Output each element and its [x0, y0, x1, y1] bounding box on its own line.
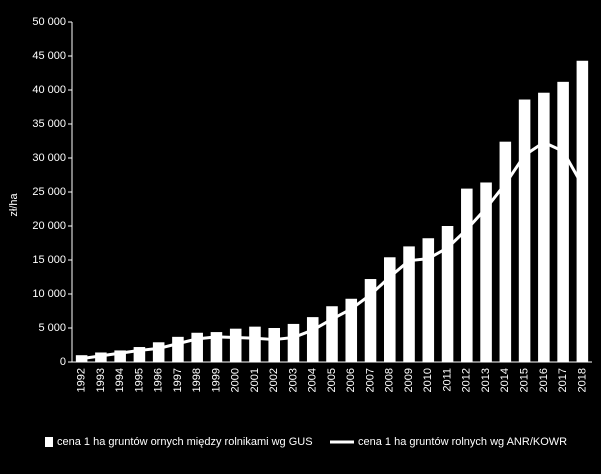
x-tick-label: 1997: [172, 368, 184, 392]
bar: [306, 317, 319, 362]
x-tick-label: 2008: [384, 368, 396, 392]
y-tick-label: 25 000: [32, 186, 66, 198]
bar: [210, 332, 223, 362]
x-tick-label: 1993: [95, 368, 107, 392]
bar: [384, 257, 396, 362]
bar: [229, 328, 242, 362]
bar: [422, 238, 435, 362]
bar: [364, 279, 377, 362]
x-tick-label: 2005: [326, 368, 338, 392]
x-tick-label: 1995: [133, 368, 145, 392]
x-tick-label: 2002: [268, 368, 280, 392]
bar: [538, 92, 550, 362]
x-tick-label: 2017: [557, 368, 569, 392]
bar: [172, 336, 184, 362]
bar: [557, 81, 569, 362]
x-tick-label: 2004: [307, 368, 319, 392]
bar: [499, 141, 512, 362]
y-tick-label: 40 000: [32, 84, 66, 96]
x-tick-label: 2011: [441, 368, 453, 392]
y-tick-label: 35 000: [32, 118, 66, 130]
y-tick-label: 50 000: [32, 16, 66, 28]
x-tick-label: 1998: [191, 368, 203, 392]
bar: [268, 328, 280, 362]
bar: [461, 188, 473, 362]
bar: [133, 347, 146, 362]
bar: [249, 326, 261, 362]
y-tick-label: 20 000: [32, 220, 66, 232]
x-tick-label: 2007: [364, 368, 376, 392]
bar: [326, 306, 338, 362]
legend-swatch: [45, 437, 53, 447]
y-tick-label: 15 000: [32, 254, 66, 266]
x-tick-label: 1994: [114, 368, 126, 392]
x-tick-label: 1992: [76, 368, 88, 392]
x-tick-label: 2013: [480, 368, 492, 392]
y-tick-label: 5 000: [38, 322, 66, 334]
bar: [287, 323, 300, 362]
x-tick-label: 1999: [210, 368, 222, 392]
y-axis-label: zł/ha: [8, 193, 20, 217]
x-tick-label: 2006: [345, 368, 357, 392]
x-tick-label: 2015: [518, 368, 530, 392]
x-tick-label: 1996: [153, 368, 165, 392]
bar: [576, 60, 589, 362]
x-tick-label: 2009: [403, 368, 415, 392]
x-tick-label: 2014: [499, 368, 511, 392]
y-tick-label: 0: [60, 356, 66, 368]
bar: [441, 226, 454, 362]
x-tick-label: 2010: [422, 368, 434, 392]
y-tick-label: 30 000: [32, 152, 66, 164]
y-tick-label: 10 000: [32, 288, 66, 300]
x-tick-label: 2003: [287, 368, 299, 392]
legend-label: cena 1 ha gruntów rolnych wg ANR/KOWR: [358, 436, 567, 448]
y-tick-label: 45 000: [32, 50, 66, 62]
bar: [152, 342, 165, 362]
line: [81, 140, 584, 361]
bar: [345, 298, 358, 362]
legend-label: cena 1 ha gruntów ornych między rolnikam…: [57, 436, 313, 448]
x-tick-label: 2012: [461, 368, 473, 392]
x-tick-label: 2018: [576, 368, 588, 392]
x-tick-label: 2000: [230, 368, 242, 392]
bar: [480, 182, 492, 362]
x-tick-label: 2016: [538, 368, 550, 392]
bar: [191, 332, 203, 362]
x-tick-label: 2001: [249, 368, 261, 392]
bar: [403, 246, 415, 362]
bar: [518, 99, 531, 363]
bar: [114, 350, 126, 362]
